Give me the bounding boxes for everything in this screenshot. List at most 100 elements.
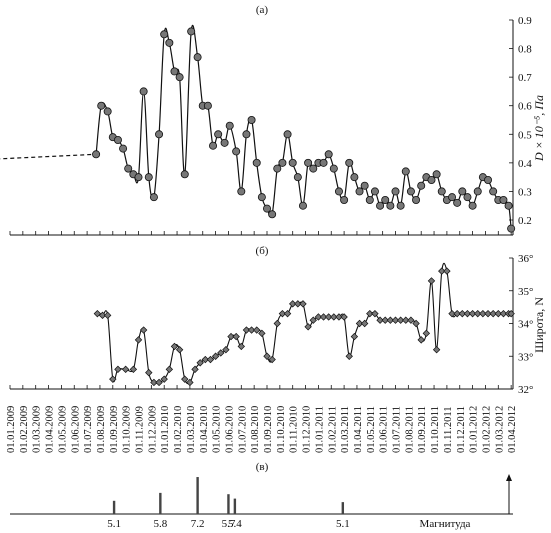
date-label: 01.05.2010 [212, 406, 223, 453]
panel-a-label: (а) [256, 4, 269, 16]
panel-a-data-point [376, 201, 385, 210]
panel-a-data-point [252, 158, 261, 167]
panel-a-data-point [463, 193, 472, 202]
date-label: 01.05.2009 [57, 406, 68, 453]
panel-b-data-point [258, 329, 266, 338]
panel-a-data-point [155, 130, 164, 139]
panel-b-data-point [407, 316, 415, 324]
panel-b-data-point [412, 319, 420, 328]
panel-b-data-point [247, 326, 256, 334]
panel-b-data-point [438, 267, 446, 275]
panel-a-data-point [489, 187, 498, 196]
panel-b-data-point [335, 313, 343, 321]
panel-b-data-point [350, 332, 359, 341]
date-label: 01.12.2011 [456, 406, 467, 453]
panel-b-data-point [109, 375, 117, 383]
panel-b-data-point [479, 309, 487, 318]
panel-b-data-point [371, 309, 379, 318]
panel-a-data-point [160, 30, 169, 39]
panel-a-data-point [193, 53, 202, 62]
panel-a-data-point [293, 173, 302, 182]
panel-c-bar-label: 5.4 [228, 518, 242, 530]
panel-a-y-tick-label: 0.8 [518, 44, 532, 56]
panel-a-data-point [119, 144, 128, 153]
panel-a-y-tick-label: 0.2 [518, 215, 532, 227]
date-label: 01.09.2009 [109, 406, 120, 453]
panel-a-data-point [214, 130, 223, 139]
panel-b-data-point [268, 355, 276, 364]
panel-b-data-point [237, 342, 245, 351]
panel-a-data-point [278, 158, 287, 167]
panel-b-data-point [391, 316, 400, 324]
date-label: 01.07.2010 [237, 406, 248, 453]
panel-a-data-point [381, 195, 390, 204]
panel-a-data-point [304, 158, 313, 167]
panel-b-data-point [181, 375, 189, 383]
panel-b-data-point [278, 309, 287, 318]
panel-b-data-point [314, 313, 323, 321]
panel-b-data-point [129, 365, 138, 374]
panel-a-data-point [340, 195, 349, 204]
panel-a-data-point [242, 130, 251, 139]
panel-b-data-point [134, 336, 143, 344]
date-label: 01.09.2011 [417, 406, 428, 453]
panel-b-data-point [114, 365, 122, 374]
panel-a-data-point [507, 224, 516, 233]
panel-a-y-tick-label: 0.5 [518, 129, 532, 141]
panel-b-latitude: 32° 33° 34° 35° 36° Широта, N (б) [9, 245, 546, 396]
panel-b-data-point [191, 365, 199, 374]
panel-a-data-point [432, 170, 441, 179]
date-label: 01.11.2011 [443, 407, 454, 453]
panel-a-dashed-lead-in [0, 153, 97, 160]
panel-b-data-point [299, 300, 307, 308]
panel-a-data-point [391, 187, 400, 196]
panel-c-label: (в) [256, 461, 269, 473]
date-label: 01.11.2010 [289, 406, 300, 453]
panel-b-data-point [232, 332, 240, 341]
panel-b-series-line [97, 262, 512, 385]
panel-a-data-point [427, 175, 436, 184]
panel-a-data-point [504, 201, 513, 210]
panel-b-data-point [468, 309, 477, 318]
panel-b-data-point [196, 359, 204, 367]
panel-a-data-point [448, 193, 457, 202]
date-label: 01.08.2009 [96, 406, 107, 453]
date-label: 01.02.2009 [19, 406, 30, 453]
panel-a-data-point [262, 204, 271, 213]
date-label: 01.05.2011 [366, 406, 377, 453]
panel-a-data-point [134, 173, 143, 182]
date-label: 01.12.2010 [302, 406, 313, 453]
panel-b-data-point [427, 277, 436, 285]
panel-b-data-point [458, 309, 467, 318]
panel-b-y-axis-label: Широта, N [532, 297, 546, 353]
panel-a-data-point [180, 170, 189, 179]
panel-a-data-point [124, 164, 133, 173]
panel-a-data-point [365, 195, 374, 204]
panel-a-data-point [468, 201, 477, 210]
date-label: 01.04.2012 [507, 406, 518, 453]
panel-c-bar [159, 492, 162, 514]
date-label: 01.10.2011 [430, 406, 441, 453]
date-label: 01.03.2012 [494, 406, 505, 453]
panel-a-data-point [139, 87, 148, 96]
panel-b-data-point [186, 378, 194, 387]
panel-a-data-point [396, 201, 405, 210]
panel-c-bar-label: 5.8 [153, 518, 167, 530]
panel-b-data-point [432, 346, 441, 354]
panel-b-data-point [324, 313, 333, 321]
panel-a-data-point [165, 38, 174, 47]
panel-c-x-axis-label: Магнитуда [420, 518, 471, 530]
panel-a-data-point [170, 67, 179, 76]
panel-b-data-point [402, 316, 410, 324]
panel-b-data-point [201, 355, 210, 364]
date-axis-labels: 01.01.2009 01.02.2009 01.03.2009 01.04.2009… [6, 406, 518, 453]
panel-a-data-point [334, 187, 343, 196]
date-label: 01.01.2009 [6, 406, 17, 453]
panel-b-data-point [489, 309, 497, 318]
panel-b-data-point [381, 316, 389, 324]
panel-a-data-point [247, 116, 256, 125]
panel-b-data-point [499, 309, 508, 318]
panel-a-data-point [360, 181, 369, 190]
panel-b-data-point [443, 267, 451, 275]
